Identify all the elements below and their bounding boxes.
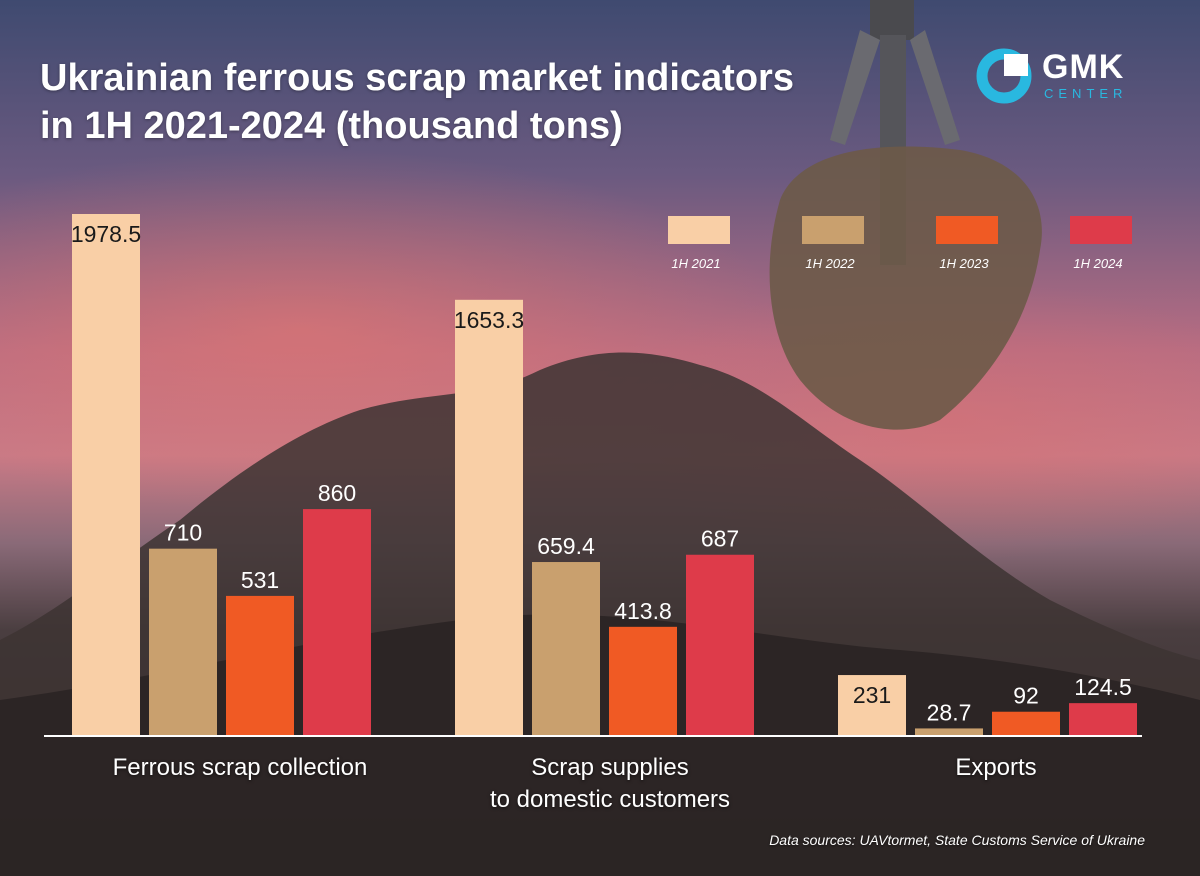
bar-scrap-supplies-to-domestic-customers-1h-2023 bbox=[609, 626, 677, 736]
category-label-domestic-supplies-line-2: to domestic customers bbox=[489, 786, 731, 813]
legend-swatch-1h-2021 bbox=[668, 216, 730, 244]
chart-value-labels: 1978.5 1653.3 231 710 659.4 28.7 531 413.8 92 860… bbox=[71, 221, 1132, 725]
bar-ferrous-scrap-collection-1h-2022 bbox=[149, 548, 217, 736]
category-label-domestic-supplies-line-1: Scrap supplies bbox=[531, 754, 689, 781]
value-label-scrap-supplies-to-domestic-customers-1h-2024: 687 bbox=[701, 526, 739, 552]
legend-swatch-1h-2022 bbox=[802, 216, 864, 244]
category-label-exports-line-1: Exports bbox=[955, 754, 1037, 781]
chart-legend: 1H 2021 1H 2022 1H 2023 1H 2024 bbox=[668, 216, 1132, 271]
data-source-note: Data sources: UAVtormet, State Customs S… bbox=[769, 832, 1145, 848]
bar-scrap-supplies-to-domestic-customers-1h-2024 bbox=[686, 554, 754, 736]
legend-label-1h-2024: 1H 2024 bbox=[1073, 256, 1122, 271]
value-label-ferrous-scrap-collection-1h-2024: 860 bbox=[318, 480, 356, 506]
chart-title-line-2: in 1H 2021-2024 (thousand tons) bbox=[40, 105, 623, 147]
bar-exports-1h-2021 bbox=[838, 675, 906, 736]
chart-title: Ukrainian ferrous scrap market indicator… bbox=[40, 54, 920, 150]
gmk-center-logo: GMK CENTER bbox=[976, 46, 1156, 106]
value-label-ferrous-scrap-collection-1h-2022: 710 bbox=[164, 520, 202, 546]
value-label-ferrous-scrap-collection-1h-2023: 531 bbox=[241, 567, 279, 593]
logo-subtitle: CENTER bbox=[1044, 86, 1128, 101]
bar-ferrous-scrap-collection-1h-2023 bbox=[226, 595, 294, 736]
value-label-scrap-supplies-to-domestic-customers-1h-2022: 659.4 bbox=[537, 533, 595, 559]
logo-name: GMK bbox=[1042, 48, 1125, 86]
bar-scrap-supplies-to-domestic-customers-1h-2022 bbox=[532, 562, 600, 736]
legend-label-1h-2021: 1H 2021 bbox=[671, 256, 720, 271]
bar-scrap-supplies-to-domestic-customers-1h-2021 bbox=[455, 299, 523, 736]
bar-ferrous-scrap-collection-1h-2024 bbox=[303, 509, 371, 736]
category-label-exports: Exports bbox=[846, 752, 1146, 784]
legend-swatch-1h-2024 bbox=[1070, 216, 1132, 244]
value-label-scrap-supplies-to-domestic-customers-1h-2021: 1653.3 bbox=[454, 307, 524, 333]
value-label-exports-1h-2021: 231 bbox=[853, 682, 891, 708]
legend-label-1h-2023: 1H 2023 bbox=[939, 256, 989, 271]
value-label-exports-1h-2023: 92 bbox=[1013, 683, 1039, 709]
value-label-exports-1h-2024: 124.5 bbox=[1074, 674, 1132, 700]
bar-exports-1h-2023 bbox=[992, 711, 1060, 736]
chart-title-line-1: Ukrainian ferrous scrap market indicator… bbox=[40, 57, 794, 99]
bar-exports-1h-2022 bbox=[915, 728, 983, 736]
bar-exports-1h-2024 bbox=[1069, 703, 1137, 736]
chart-bars bbox=[72, 214, 1137, 736]
value-label-scrap-supplies-to-domestic-customers-1h-2023: 413.8 bbox=[614, 598, 672, 624]
legend-label-1h-2022: 1H 2022 bbox=[805, 256, 855, 271]
gmk-logo-icon bbox=[976, 48, 1032, 104]
category-label-collection: Ferrous scrap collection bbox=[40, 752, 440, 784]
category-label-domestic-supplies: Scrap supplies to domestic customers bbox=[410, 752, 810, 816]
value-label-ferrous-scrap-collection-1h-2021: 1978.5 bbox=[71, 221, 141, 247]
category-label-collection-line-1: Ferrous scrap collection bbox=[112, 754, 368, 781]
legend-swatch-1h-2023 bbox=[936, 216, 998, 244]
bar-ferrous-scrap-collection-1h-2021 bbox=[72, 214, 140, 736]
value-label-exports-1h-2022: 28.7 bbox=[927, 699, 972, 725]
